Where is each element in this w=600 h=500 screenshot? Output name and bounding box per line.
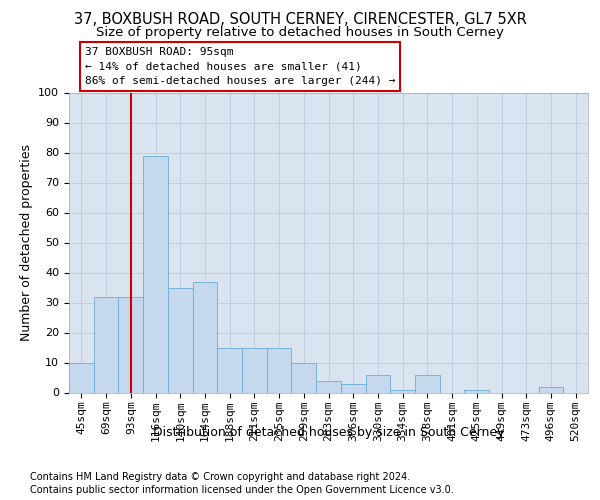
Text: Contains HM Land Registry data © Crown copyright and database right 2024.: Contains HM Land Registry data © Crown c… — [30, 472, 410, 482]
Bar — [193, 282, 217, 393]
Bar — [464, 390, 489, 392]
Bar — [69, 362, 94, 392]
Text: 37, BOXBUSH ROAD, SOUTH CERNEY, CIRENCESTER, GL7 5XR: 37, BOXBUSH ROAD, SOUTH CERNEY, CIRENCES… — [74, 12, 526, 28]
Text: 37 BOXBUSH ROAD: 95sqm
← 14% of detached houses are smaller (41)
86% of semi-det: 37 BOXBUSH ROAD: 95sqm ← 14% of detached… — [85, 47, 395, 86]
Bar — [242, 348, 267, 393]
Bar — [390, 390, 415, 392]
Text: Contains public sector information licensed under the Open Government Licence v3: Contains public sector information licen… — [30, 485, 454, 495]
Bar — [143, 156, 168, 392]
Bar — [267, 348, 292, 393]
Bar — [539, 386, 563, 392]
Bar — [316, 380, 341, 392]
Bar — [94, 296, 118, 392]
Text: Size of property relative to detached houses in South Cerney: Size of property relative to detached ho… — [96, 26, 504, 39]
Bar — [118, 296, 143, 392]
Bar — [217, 348, 242, 393]
Bar — [341, 384, 365, 392]
Bar — [365, 374, 390, 392]
Text: Distribution of detached houses by size in South Cerney: Distribution of detached houses by size … — [153, 426, 505, 439]
Bar — [292, 362, 316, 392]
Bar — [415, 374, 440, 392]
Bar — [168, 288, 193, 393]
Y-axis label: Number of detached properties: Number of detached properties — [20, 144, 33, 341]
